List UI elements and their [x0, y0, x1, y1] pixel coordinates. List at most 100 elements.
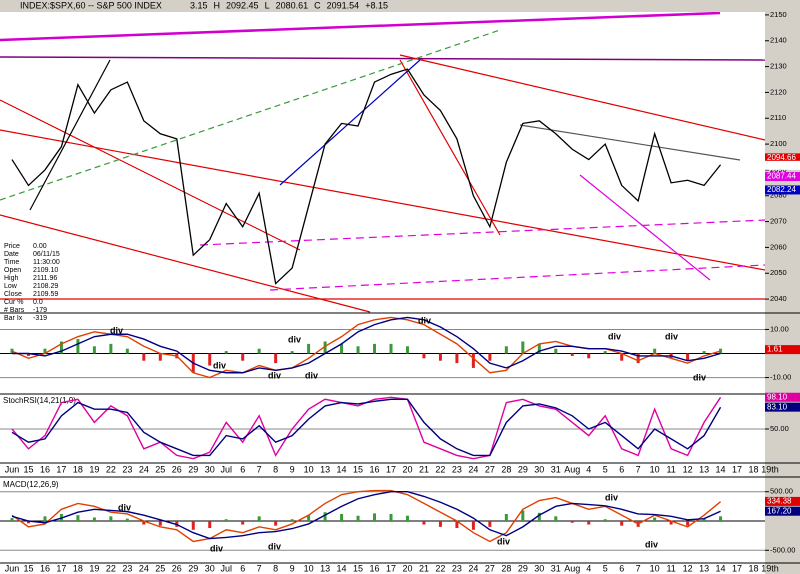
histogram-bar	[554, 516, 558, 521]
info-label: Date	[4, 251, 19, 258]
histogram-bar	[455, 521, 459, 529]
x-tick-label: 14	[716, 464, 726, 474]
x-tick-label: 13	[699, 563, 709, 573]
histogram-bar	[438, 353, 442, 361]
histogram-bar	[504, 513, 508, 521]
histogram-bar	[471, 521, 475, 530]
x-tick-label: 22	[435, 464, 445, 474]
x-tick-label: 17	[56, 464, 66, 474]
value-tag	[765, 172, 800, 182]
x-tick-label: 14	[337, 563, 347, 573]
x-tick-label: 4	[586, 563, 591, 573]
x-tick-label: 29	[188, 563, 198, 573]
x-tick-label: 9	[290, 464, 295, 474]
histogram-bar	[620, 353, 624, 361]
x-tick-label: 8	[273, 464, 278, 474]
x-tick-label: 7	[257, 563, 262, 573]
histogram-bar	[257, 516, 261, 521]
x-tick-label: 17	[732, 464, 742, 474]
x-tick-label: 7	[636, 464, 641, 474]
histogram-bar	[719, 516, 723, 521]
value-tag	[765, 392, 800, 402]
x-tick-label: 23	[452, 464, 462, 474]
histogram-bar	[587, 353, 591, 359]
histogram-bar	[125, 348, 129, 354]
value-tag	[765, 160, 800, 170]
x-tick-label: 6	[619, 464, 624, 474]
x-tick-label: 4	[586, 464, 591, 474]
y-tick-label: -10.00	[770, 373, 791, 382]
info-value: -319	[33, 315, 47, 322]
x-tick-label: 27	[485, 464, 495, 474]
histogram-bar	[488, 353, 492, 361]
right-axis-bg	[765, 0, 800, 574]
header-quote: 2080.61	[276, 0, 309, 10]
annotation: div	[418, 315, 431, 325]
histogram-bar	[537, 343, 541, 354]
y-tick-label: 500.00	[770, 487, 793, 496]
histogram-bar	[653, 348, 657, 354]
y-tick-label: 2040	[770, 294, 787, 303]
x-tick-label: 28	[501, 464, 511, 474]
info-label: Time	[4, 259, 19, 266]
series-line	[11, 491, 721, 540]
x-tick-label: 24	[139, 464, 149, 474]
panel-title: StochRSI(14,21(1,9)	[3, 396, 76, 405]
histogram-bar	[224, 519, 228, 521]
histogram-bar	[405, 515, 409, 521]
x-tick-label: 12	[683, 563, 693, 573]
value-tag-label: 2087.44	[767, 172, 796, 181]
info-value: 2111.96	[33, 275, 57, 282]
histogram-bar	[274, 521, 278, 526]
x-tick-label: 17	[386, 464, 396, 474]
x-tick-label: 6	[240, 464, 245, 474]
histogram-bar	[257, 348, 261, 354]
x-tick-label: Jun	[5, 464, 20, 474]
histogram-bar	[587, 521, 591, 525]
value-tag	[765, 185, 800, 195]
annotation: div	[288, 334, 301, 344]
info-label: Close	[4, 291, 22, 298]
x-tick-label: 17	[732, 563, 742, 573]
info-value: -179	[33, 307, 47, 314]
histogram-bar	[92, 346, 96, 354]
histogram-bar	[290, 351, 294, 354]
histogram-bar	[274, 353, 278, 364]
histogram-bar	[554, 348, 558, 354]
y-tick-label: 2050	[770, 268, 787, 277]
x-tick-label: 26	[172, 563, 182, 573]
histogram-bar	[290, 519, 294, 521]
y-tick-label: 2060	[770, 242, 787, 251]
annotation: div	[497, 536, 510, 546]
x-tick-label: Aug	[564, 464, 580, 474]
x-tick-label: 17	[56, 563, 66, 573]
info-label: Cur %	[4, 299, 23, 306]
x-tick-label: 27	[485, 563, 495, 573]
histogram-bar	[340, 513, 344, 521]
histogram-bar	[373, 513, 377, 521]
histogram-bar	[669, 521, 673, 525]
histogram-bar	[307, 343, 311, 354]
histogram-bar	[26, 353, 30, 356]
x-tick-label: 12	[683, 464, 693, 474]
x-tick-label: 11	[666, 464, 675, 474]
x-tick-label: 19th	[761, 563, 779, 573]
y-tick-label: 2130	[770, 62, 787, 71]
value-tag	[765, 402, 800, 412]
histogram-bar	[488, 521, 492, 527]
histogram-bar	[241, 521, 245, 525]
x-tick-label: Jul	[220, 563, 232, 573]
histogram-bar	[521, 510, 525, 521]
x-tick-label: 21	[419, 563, 429, 573]
x-tick-label: 6	[619, 563, 624, 573]
x-tick-label: 18	[73, 464, 83, 474]
header-quote: H	[214, 0, 221, 10]
panel-borders	[0, 312, 800, 564]
histogram-bar	[92, 517, 96, 521]
x-tick-label: 9	[290, 563, 295, 573]
histogram-bar	[241, 353, 245, 361]
x-tick-label: 10	[304, 563, 314, 573]
x-tick-label: 29	[518, 464, 528, 474]
annotation: div	[605, 492, 618, 502]
info-label: Low	[4, 283, 18, 290]
